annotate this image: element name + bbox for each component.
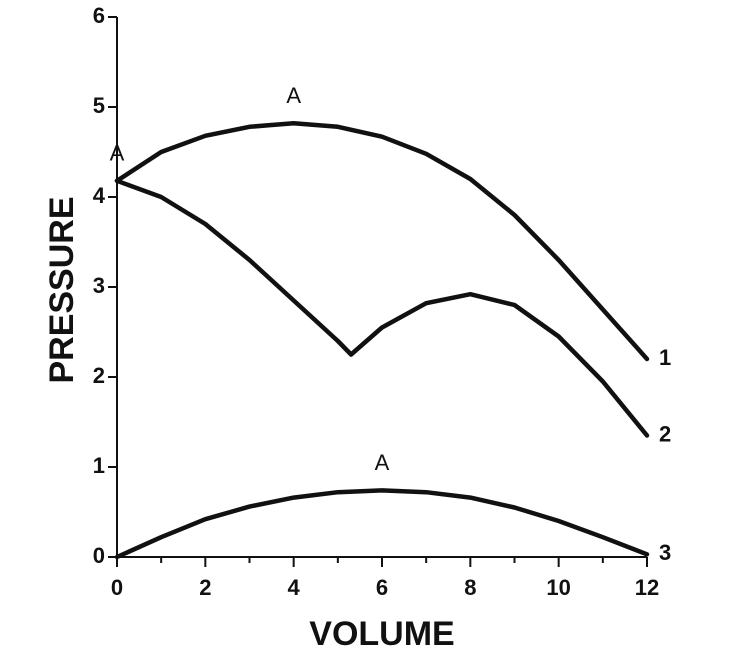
y-tick-label: 4: [93, 183, 106, 208]
x-tick-label: 0: [111, 575, 123, 600]
x-tick-label: 6: [376, 575, 388, 600]
x-tick-label: 8: [464, 575, 476, 600]
curve-label: 2: [659, 421, 671, 446]
y-tick-label: 1: [93, 453, 105, 478]
annotation: A: [286, 83, 301, 108]
x-tick-label: 4: [288, 575, 301, 600]
curve-label: 1: [659, 345, 671, 370]
y-tick-label: 0: [93, 543, 105, 568]
x-tick-label: 10: [546, 575, 570, 600]
x-tick-label: 12: [635, 575, 659, 600]
annotation: A: [110, 141, 125, 166]
curve: [114, 178, 650, 438]
y-tick-label: 2: [93, 363, 105, 388]
annotation: A: [375, 450, 390, 475]
y-tick-label: 5: [93, 93, 105, 118]
curve: [114, 488, 650, 560]
x-axis-title: VOLUME: [309, 615, 454, 653]
x-tick-label: 2: [199, 575, 211, 600]
y-axis-title: PRESSURE: [43, 196, 81, 383]
curve-label: 3: [659, 540, 671, 565]
curve: [114, 120, 650, 362]
y-tick-label: 6: [93, 3, 105, 28]
y-tick-label: 3: [93, 273, 105, 298]
